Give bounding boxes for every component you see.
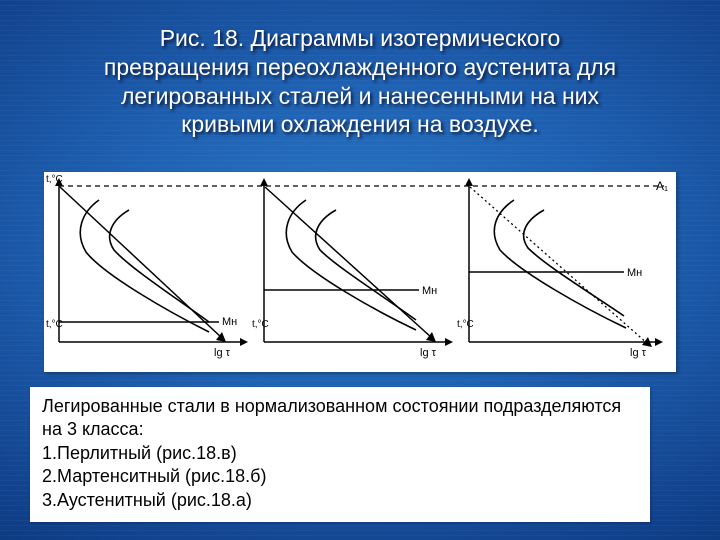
svg-text:Mн: Mн [627,267,642,279]
caption-item-2: 2.Мартенситный (рис.18.б) [42,465,638,488]
caption-box: Легированные стали в нормализованном сос… [30,387,650,522]
ttt-diagram-svg: A₁ t,°C lg τ t,°C Mн [44,172,676,372]
slide: Рис. 18. Диаграммы изотермического превр… [0,0,720,540]
svg-text:lg τ: lg τ [630,347,647,359]
svg-text:Mн: Mн [222,316,237,328]
ttt-diagram: A₁ t,°C lg τ t,°C Mн [44,172,676,372]
title-line-1: Рис. 18. Диаграммы изотермического [160,25,561,51]
title-line-3: легированных сталей и нанесенными на них [121,83,599,109]
svg-text:t,°C: t,°C [252,319,269,330]
title-line-4: кривыми охлаждения на воздухе. [181,111,539,137]
svg-text:lg τ: lg τ [420,347,437,359]
svg-text:A₁: A₁ [656,179,668,193]
title-line-2: превращения переохлажденного аустенита д… [104,54,616,80]
svg-text:Mн: Mн [422,285,437,297]
caption-item-1: 1.Перлитный (рис.18.в) [42,442,638,465]
caption-item-3: 3.Аустенитный (рис.18.а) [42,489,638,512]
svg-text:lg τ: lg τ [214,347,231,359]
svg-text:t,°C: t,°C [457,319,474,330]
svg-text:t,°C: t,°C [46,174,63,185]
caption-intro: Легированные стали в нормализованном сос… [42,395,638,442]
slide-title: Рис. 18. Диаграммы изотермического превр… [50,24,670,139]
svg-text:t,°C: t,°C [46,319,63,330]
